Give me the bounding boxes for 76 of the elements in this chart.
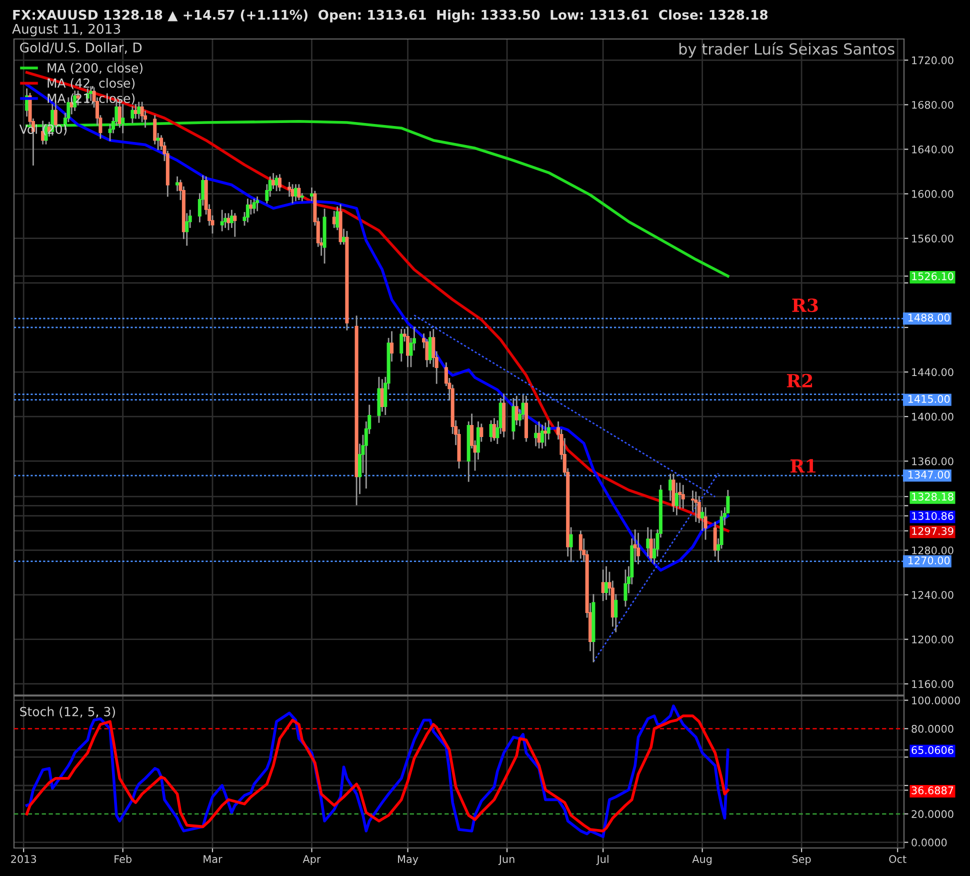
candlestick <box>121 104 125 134</box>
y-tick-label: 1440.00 <box>912 368 954 376</box>
y-tick-label: 80.0000 <box>912 724 954 733</box>
y-tick-label: 1297.39 <box>912 527 954 535</box>
ref-line-label: 1270.00 <box>908 556 950 564</box>
candlestick <box>694 492 698 522</box>
chart-title: FX:XAUUSD 1328.18 ▲ +14.57 (+1.11%) Open: 1313.61 High: 1333.50 Low: 1313.61 Close: 1328.18 <box>13 10 768 22</box>
y-tick-label: 1560.00 <box>912 234 954 242</box>
y-tick-label: 1400.00 <box>912 412 954 421</box>
ref-line-label: 1347.00 <box>908 470 950 479</box>
x-tick-label: May <box>398 855 418 866</box>
candlestick <box>156 132 160 150</box>
candlestick <box>233 213 237 237</box>
y-tick-label: 1160.00 <box>912 680 954 688</box>
y-tick-label: 1280.00 <box>912 546 954 554</box>
candlestick <box>681 484 685 509</box>
candlestick <box>220 210 224 232</box>
candlestick <box>336 206 340 230</box>
candlestick <box>278 174 282 192</box>
ref-line-label: 1488.00 <box>908 314 950 322</box>
x-tick-label: Aug <box>692 855 712 866</box>
annotation: by trader Luís Seixas Santos <box>679 42 894 58</box>
y-tick-label: 1328.18 <box>912 492 954 501</box>
candlestick <box>636 532 640 564</box>
candlestick <box>540 424 544 448</box>
x-tick-label: Sep <box>792 855 811 866</box>
x-tick-label: Feb <box>114 854 132 864</box>
x-tick-label: Jun <box>498 855 514 865</box>
y-tick-label: 1600.00 <box>912 190 954 198</box>
y-tick-label: 100.0000 <box>912 696 960 704</box>
chart-subtitle: August 11, 2013 <box>12 24 120 36</box>
candlestick <box>300 193 304 202</box>
x-tick-label: Apr <box>302 855 321 866</box>
x-tick-label: 2013 <box>11 855 36 864</box>
y-tick-label: 20.0000 <box>912 810 954 818</box>
candlestick <box>256 196 260 212</box>
candlestick <box>130 106 134 124</box>
candlestick <box>137 102 141 119</box>
legend-label: MA (200, close) <box>48 62 142 74</box>
y-tick-label: 1640.00 <box>912 145 954 154</box>
y-tick-label: 1526.10 <box>912 272 954 280</box>
text: Stoch (12, 5, 3) <box>20 706 115 718</box>
annotation: R3 <box>792 298 818 312</box>
y-tick-label: 0.0000 <box>912 838 947 846</box>
annotation: R1 <box>790 459 816 473</box>
y-tick-label: 1720.00 <box>912 56 954 64</box>
candlestick <box>252 198 256 214</box>
x-tick-label: Jul <box>596 854 608 865</box>
y-tick-label: 1240.00 <box>912 590 954 599</box>
candlestick <box>226 213 230 230</box>
candlestick <box>400 328 404 362</box>
y-tick-label: 65.0606 <box>912 746 954 754</box>
candlestick <box>624 570 628 607</box>
y-tick-label: 1200.00 <box>912 636 954 644</box>
candlestick <box>569 527 573 562</box>
y-tick-label: 36.6887 <box>912 786 954 794</box>
candlestick <box>604 566 608 600</box>
candlestick <box>297 184 301 200</box>
y-tick-label: 1310.86 <box>912 512 954 520</box>
ref-line-label: 1415.00 <box>908 395 950 403</box>
annotation: Gold/U.S. Dollar, D <box>20 42 142 54</box>
y-tick-label: 1680.00 <box>912 100 954 109</box>
candlestick <box>649 529 653 562</box>
candlestick <box>646 527 650 556</box>
x-tick-label: Mar <box>204 855 222 864</box>
x-tick-label: Oct <box>889 855 906 864</box>
candlestick <box>534 424 538 446</box>
candlestick <box>674 482 678 516</box>
annotation: R2 <box>786 374 812 388</box>
candlestick <box>514 396 518 426</box>
candlestick <box>544 422 548 446</box>
candlestick <box>704 507 708 540</box>
candlestick <box>176 176 180 192</box>
candlestick <box>578 530 582 559</box>
y-tick-label: 1360.00 <box>912 457 954 466</box>
candlestick <box>246 198 250 222</box>
